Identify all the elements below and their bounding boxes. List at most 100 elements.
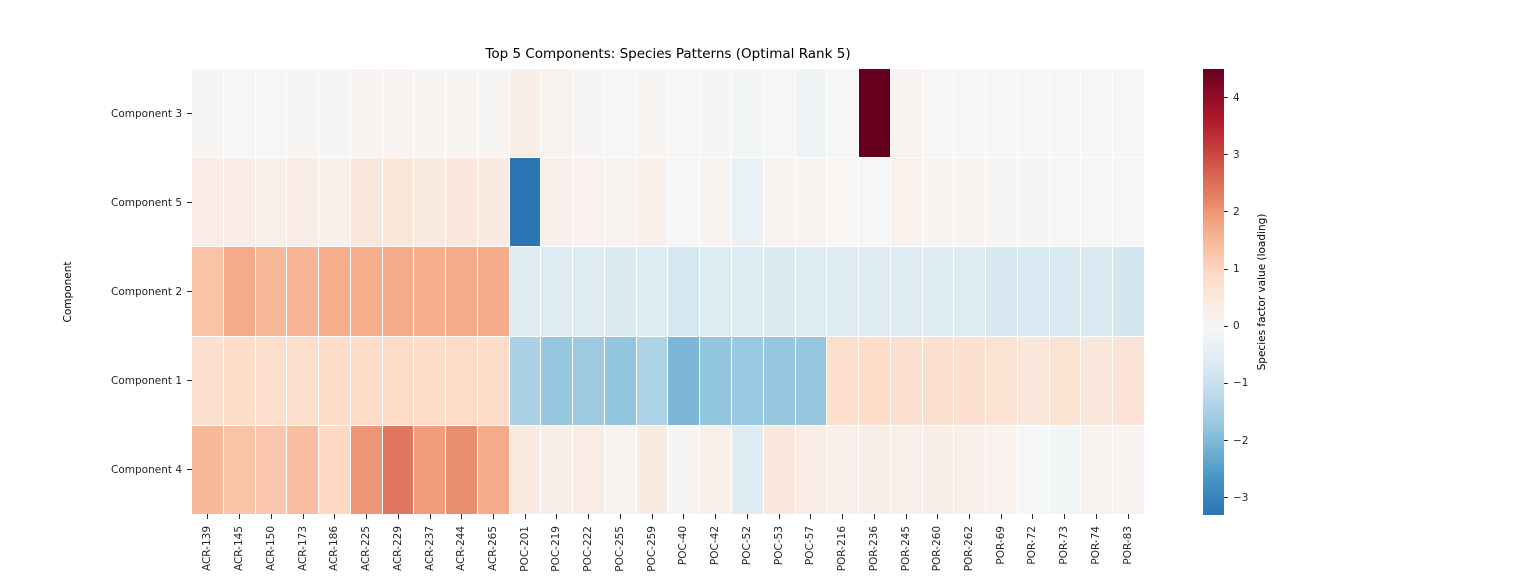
x-tick-label: POR-74 <box>1089 526 1102 565</box>
heatmap-cell <box>636 247 668 336</box>
heatmap-cell <box>700 336 732 425</box>
heatmap-cell <box>732 425 763 514</box>
x-tick-label: ACR-229 <box>391 526 404 572</box>
x-tick-label: POR-83 <box>1121 526 1134 565</box>
heatmap-cell <box>922 425 954 514</box>
y-tick-mark <box>187 291 192 292</box>
x-tick-label: POR-73 <box>1058 526 1071 565</box>
x-tick-label: ACR-186 <box>328 526 341 572</box>
x-tick-mark <box>302 514 304 519</box>
heatmap-cell <box>954 247 986 336</box>
heatmap-cell <box>954 336 986 425</box>
heatmap-cell <box>859 247 890 336</box>
heatmap-cell <box>192 425 223 514</box>
x-tick-label: POR-216 <box>836 526 849 572</box>
y-tick-label: Component 1 <box>111 374 182 387</box>
heatmap-cell <box>922 158 954 247</box>
x-tick-mark <box>270 514 272 519</box>
colorbar-tick-mark <box>1224 440 1228 442</box>
heatmap-cell <box>922 69 954 158</box>
heatmap-cell <box>1081 425 1113 514</box>
colorbar-tick-mark <box>1224 97 1228 99</box>
heatmap-cell <box>382 425 414 514</box>
heatmap-cell <box>604 247 636 336</box>
colorbar <box>1203 69 1224 515</box>
heatmap-cell <box>604 336 636 425</box>
heatmap-cell <box>986 336 1017 425</box>
heatmap-cell <box>509 69 541 158</box>
x-tick-label: POC-52 <box>740 526 753 566</box>
x-tick-mark <box>524 514 526 519</box>
colorbar-tick-mark <box>1224 325 1228 327</box>
heatmap-cell <box>350 425 382 514</box>
x-tick-mark <box>746 514 748 519</box>
colorbar-tick-mark <box>1224 382 1228 384</box>
heatmap-cell <box>319 247 350 336</box>
heatmap-cell <box>255 247 287 336</box>
heatmap-cell <box>604 69 636 158</box>
heatmap-cell <box>763 69 795 158</box>
heatmap-cell <box>763 158 795 247</box>
heatmap-cell <box>287 425 319 514</box>
x-tick-label: ACR-173 <box>296 526 309 572</box>
x-tick-mark <box>1064 514 1066 519</box>
heatmap-cell <box>350 158 382 247</box>
heatmap-cell <box>382 69 414 158</box>
heatmap-cell <box>1049 247 1081 336</box>
colorbar-tick-label: 1 <box>1233 263 1240 276</box>
heatmap-cell <box>890 158 922 247</box>
heatmap-cell <box>509 158 541 247</box>
x-tick-mark <box>810 514 812 519</box>
heatmap-cell <box>541 247 573 336</box>
colorbar-tick-label: 3 <box>1233 148 1240 161</box>
heatmap-cell <box>1081 336 1113 425</box>
heatmap-cell <box>954 425 986 514</box>
heatmap-cell <box>827 425 859 514</box>
heatmap-cell <box>382 158 414 247</box>
x-tick-label: POR-260 <box>931 526 944 572</box>
colorbar-tick-label: −2 <box>1233 434 1249 447</box>
heatmap-cell <box>1081 247 1113 336</box>
x-tick-label: POC-40 <box>677 526 690 566</box>
colorbar-tick-label: −3 <box>1233 491 1249 504</box>
heatmap-cell <box>319 158 350 247</box>
heatmap-cell <box>477 336 509 425</box>
heatmap-cell <box>668 158 700 247</box>
x-tick-mark <box>1000 514 1002 519</box>
heatmap-cell <box>1113 425 1144 514</box>
heatmap-cell <box>255 69 287 158</box>
heatmap-cell <box>636 69 668 158</box>
heatmap-cell <box>223 69 255 158</box>
x-tick-label: ACR-244 <box>455 526 468 572</box>
heatmap-cell <box>414 336 446 425</box>
x-tick-label: POR-72 <box>1026 526 1039 565</box>
heatmap-cell <box>319 336 350 425</box>
heatmap-cell <box>986 69 1017 158</box>
x-tick-mark <box>1127 514 1129 519</box>
heatmap-cell <box>827 336 859 425</box>
x-tick-mark <box>556 514 558 519</box>
heatmap-cell <box>1081 69 1113 158</box>
heatmap-cell <box>859 69 890 158</box>
heatmap-cell <box>890 425 922 514</box>
heatmap-cell <box>890 336 922 425</box>
heatmap-cell <box>446 158 477 247</box>
x-tick-label: POC-255 <box>613 526 626 572</box>
x-tick-mark <box>334 514 336 519</box>
heatmap-cell <box>223 247 255 336</box>
heatmap-cell <box>350 247 382 336</box>
y-tick-label: Component 2 <box>111 285 182 298</box>
x-tick-label: ACR-237 <box>423 526 436 572</box>
heatmap-cell <box>795 336 827 425</box>
heatmap-cell <box>890 247 922 336</box>
heatmap-cell <box>827 69 859 158</box>
heatmap-cell <box>255 158 287 247</box>
x-tick-mark <box>651 514 653 519</box>
heatmap-cell <box>509 247 541 336</box>
x-tick-label: POC-222 <box>582 526 595 572</box>
heatmap-cell <box>414 158 446 247</box>
heatmap-cell <box>1017 425 1049 514</box>
heatmap-cell <box>382 336 414 425</box>
heatmap-cell <box>922 247 954 336</box>
heatmap-cell <box>509 425 541 514</box>
